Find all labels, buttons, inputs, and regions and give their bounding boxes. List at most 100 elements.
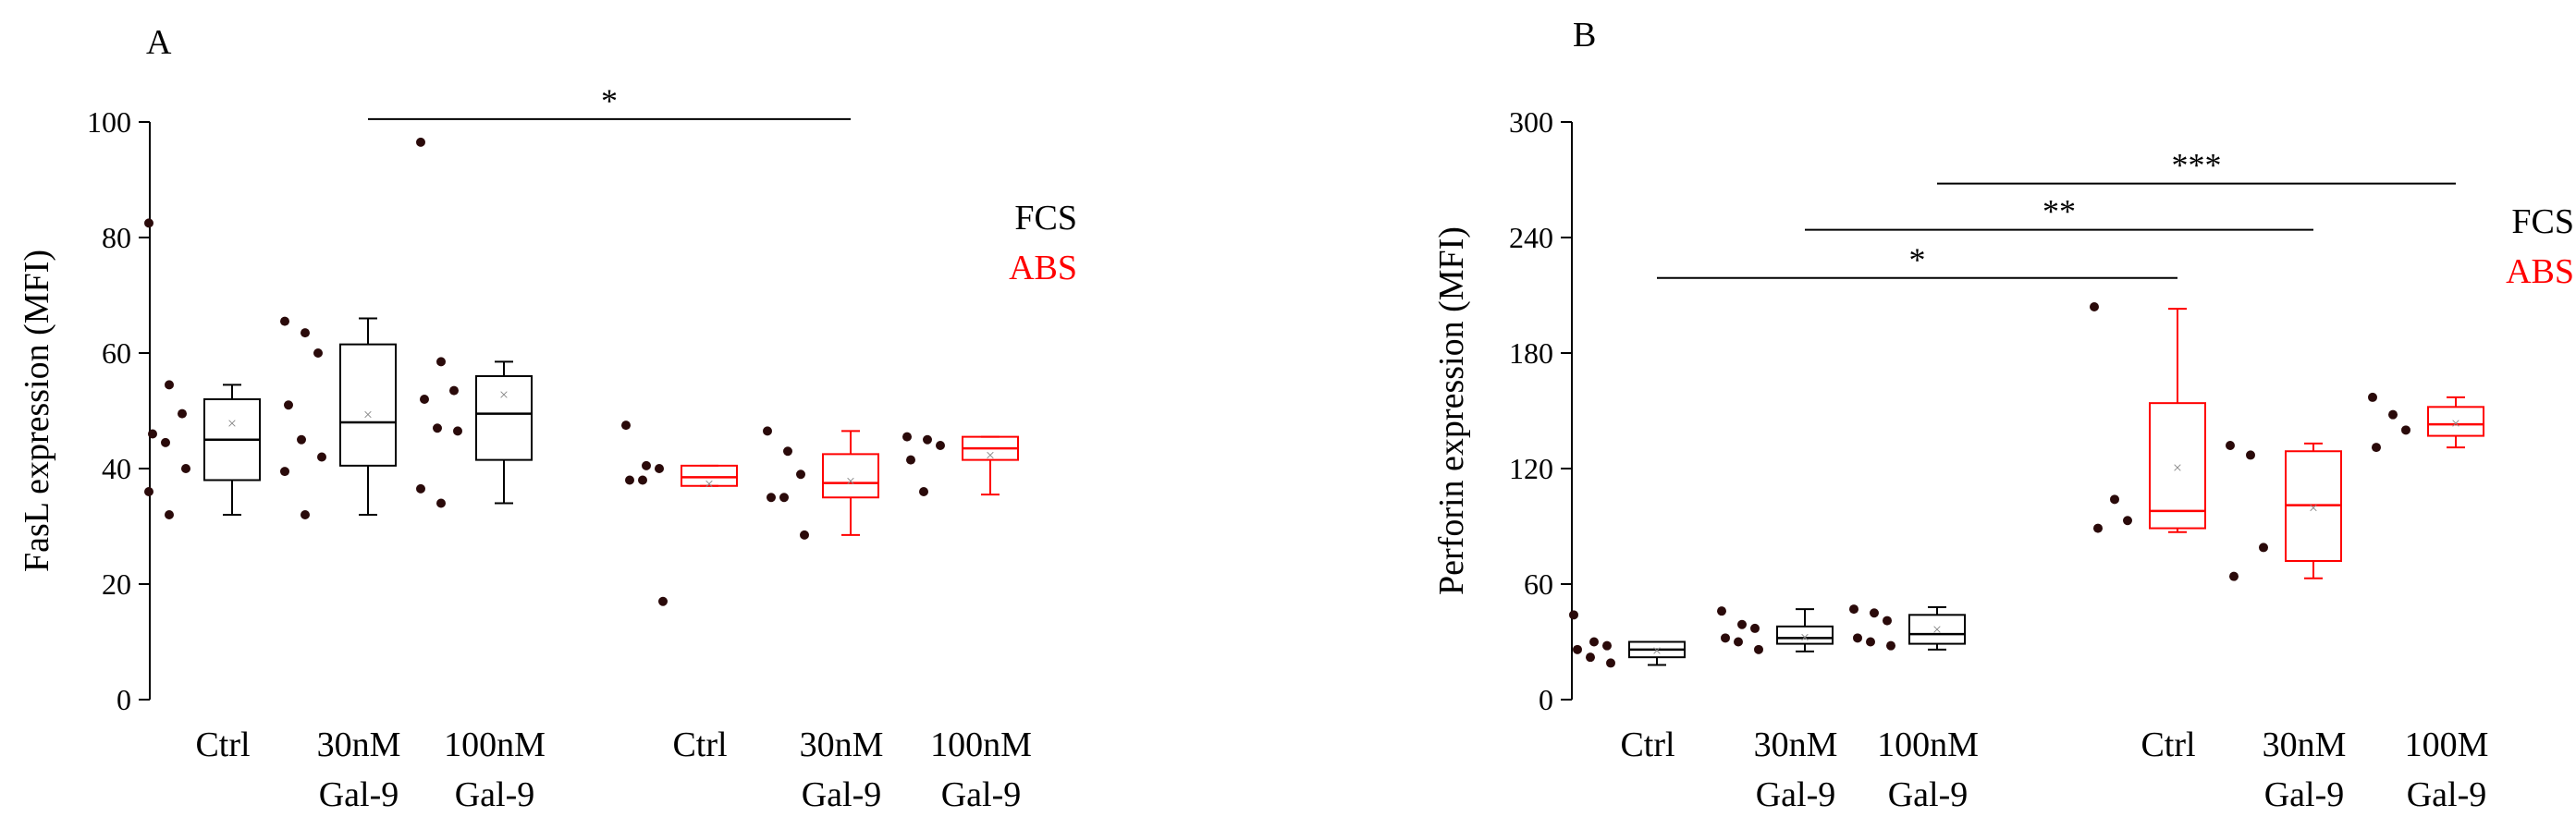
mean-marker: × [986, 445, 995, 464]
data-point [655, 464, 664, 473]
data-point [1589, 637, 1599, 647]
data-point [449, 385, 459, 396]
mean-marker: × [2173, 458, 2182, 477]
group-3-abs: × Ctrl [621, 421, 738, 764]
x-tick-label: 100nM [444, 725, 546, 764]
data-point [642, 460, 651, 470]
panel-b-perforin-chart: B 0 60 120 180 240 300 Perforin expression (MFI… [1432, 16, 2574, 814]
box-iqr [475, 375, 533, 461]
x-tick-label: 30nM [317, 725, 401, 764]
box-iqr [2427, 406, 2484, 437]
x-tick-label: 30nM [800, 725, 884, 764]
data-point [280, 467, 289, 477]
y-tick-label: 60 [1524, 567, 1553, 601]
x-tick-label: Gal-9 [802, 775, 882, 814]
group-3-abs: × Ctrl [2090, 302, 2206, 764]
mean-marker: × [2309, 499, 2318, 518]
legend-abs: ABS [2506, 252, 2574, 291]
data-point [297, 434, 306, 445]
y-tick-label: 240 [1509, 221, 1553, 254]
data-point [178, 408, 187, 419]
box-iqr [681, 464, 738, 487]
group-1-fcs: × 30nM Gal-9 [1717, 606, 1837, 814]
y-tick-label: 80 [102, 221, 131, 254]
mean-marker: × [1932, 620, 1942, 639]
data-point [1586, 652, 1595, 663]
y-tick-label: 40 [102, 452, 131, 485]
x-tick-label: Gal-9 [1756, 775, 1836, 814]
group-4-abs: × 30nM Gal-9 [2226, 441, 2346, 814]
data-point [301, 510, 310, 519]
legend-fcs: FCS [2511, 202, 2574, 241]
y-tick-label: 0 [117, 683, 131, 716]
x-tick-label: 30nM [1754, 725, 1838, 764]
data-point [416, 483, 425, 494]
data-point [767, 493, 776, 503]
significance-label: ** [2042, 193, 2076, 230]
y-tick-label: 60 [102, 336, 131, 370]
mean-marker: × [1652, 641, 1662, 660]
group-4-abs: × 30nM Gal-9 [763, 426, 883, 814]
group-0-fcs: × Ctrl [1569, 610, 1686, 764]
data-point [2388, 409, 2398, 420]
mean-marker: × [227, 414, 237, 433]
x-tick-label: Ctrl [2141, 725, 2195, 764]
data-point [1750, 623, 1760, 633]
x-tick-label: 100nM [930, 725, 1032, 764]
significance-label: *** [2172, 147, 2222, 184]
data-point [2123, 516, 2132, 526]
data-point [1883, 616, 1892, 626]
y-tick-label: 20 [102, 567, 131, 601]
data-point [165, 380, 174, 390]
data-point [420, 395, 429, 404]
data-point [1734, 637, 1743, 647]
data-point [902, 432, 912, 442]
x-tick-label: Gal-9 [2264, 775, 2345, 814]
data-point [317, 452, 326, 462]
data-point [2093, 523, 2103, 533]
data-point [919, 487, 928, 496]
data-point [416, 137, 425, 147]
x-tick-label: Gal-9 [455, 775, 535, 814]
data-point [2372, 443, 2381, 453]
panel-label: A [146, 23, 172, 62]
x-tick-label: Gal-9 [319, 775, 399, 814]
data-point [2090, 302, 2099, 311]
y-tick-label: 180 [1509, 336, 1553, 370]
data-point [800, 530, 809, 540]
data-point [161, 437, 170, 447]
y-tick-label: 0 [1539, 683, 1553, 716]
data-point [313, 348, 323, 358]
data-point [284, 400, 293, 410]
data-point [1849, 604, 1858, 615]
x-tick-label: Gal-9 [2407, 775, 2487, 814]
mean-marker: × [363, 406, 373, 424]
panel-label: B [1573, 16, 1596, 55]
x-tick-label: 100M [2405, 725, 2489, 764]
data-point [1606, 658, 1615, 668]
data-point [1866, 637, 1875, 647]
data-point [779, 493, 789, 503]
mean-marker: × [1800, 628, 1809, 646]
x-tick-label: Gal-9 [941, 775, 1022, 814]
data-point [181, 464, 190, 473]
data-point [1737, 619, 1747, 629]
data-point [436, 498, 446, 508]
data-point [2259, 543, 2268, 553]
data-point [433, 423, 442, 433]
box-iqr [1776, 625, 1834, 645]
group-2-fcs: × 100nM Gal-9 [1849, 604, 1979, 814]
data-point [144, 487, 153, 496]
data-point [1569, 610, 1578, 620]
box-iqr [2149, 402, 2206, 530]
mean-marker: × [2451, 414, 2460, 433]
data-point [638, 475, 647, 485]
legend-fcs: FCS [1014, 199, 1077, 238]
data-point [936, 441, 945, 450]
legend-abs: ABS [1009, 249, 1077, 287]
data-point [1573, 644, 1582, 654]
significance-label: * [601, 82, 618, 119]
x-tick-label: Ctrl [672, 725, 727, 764]
